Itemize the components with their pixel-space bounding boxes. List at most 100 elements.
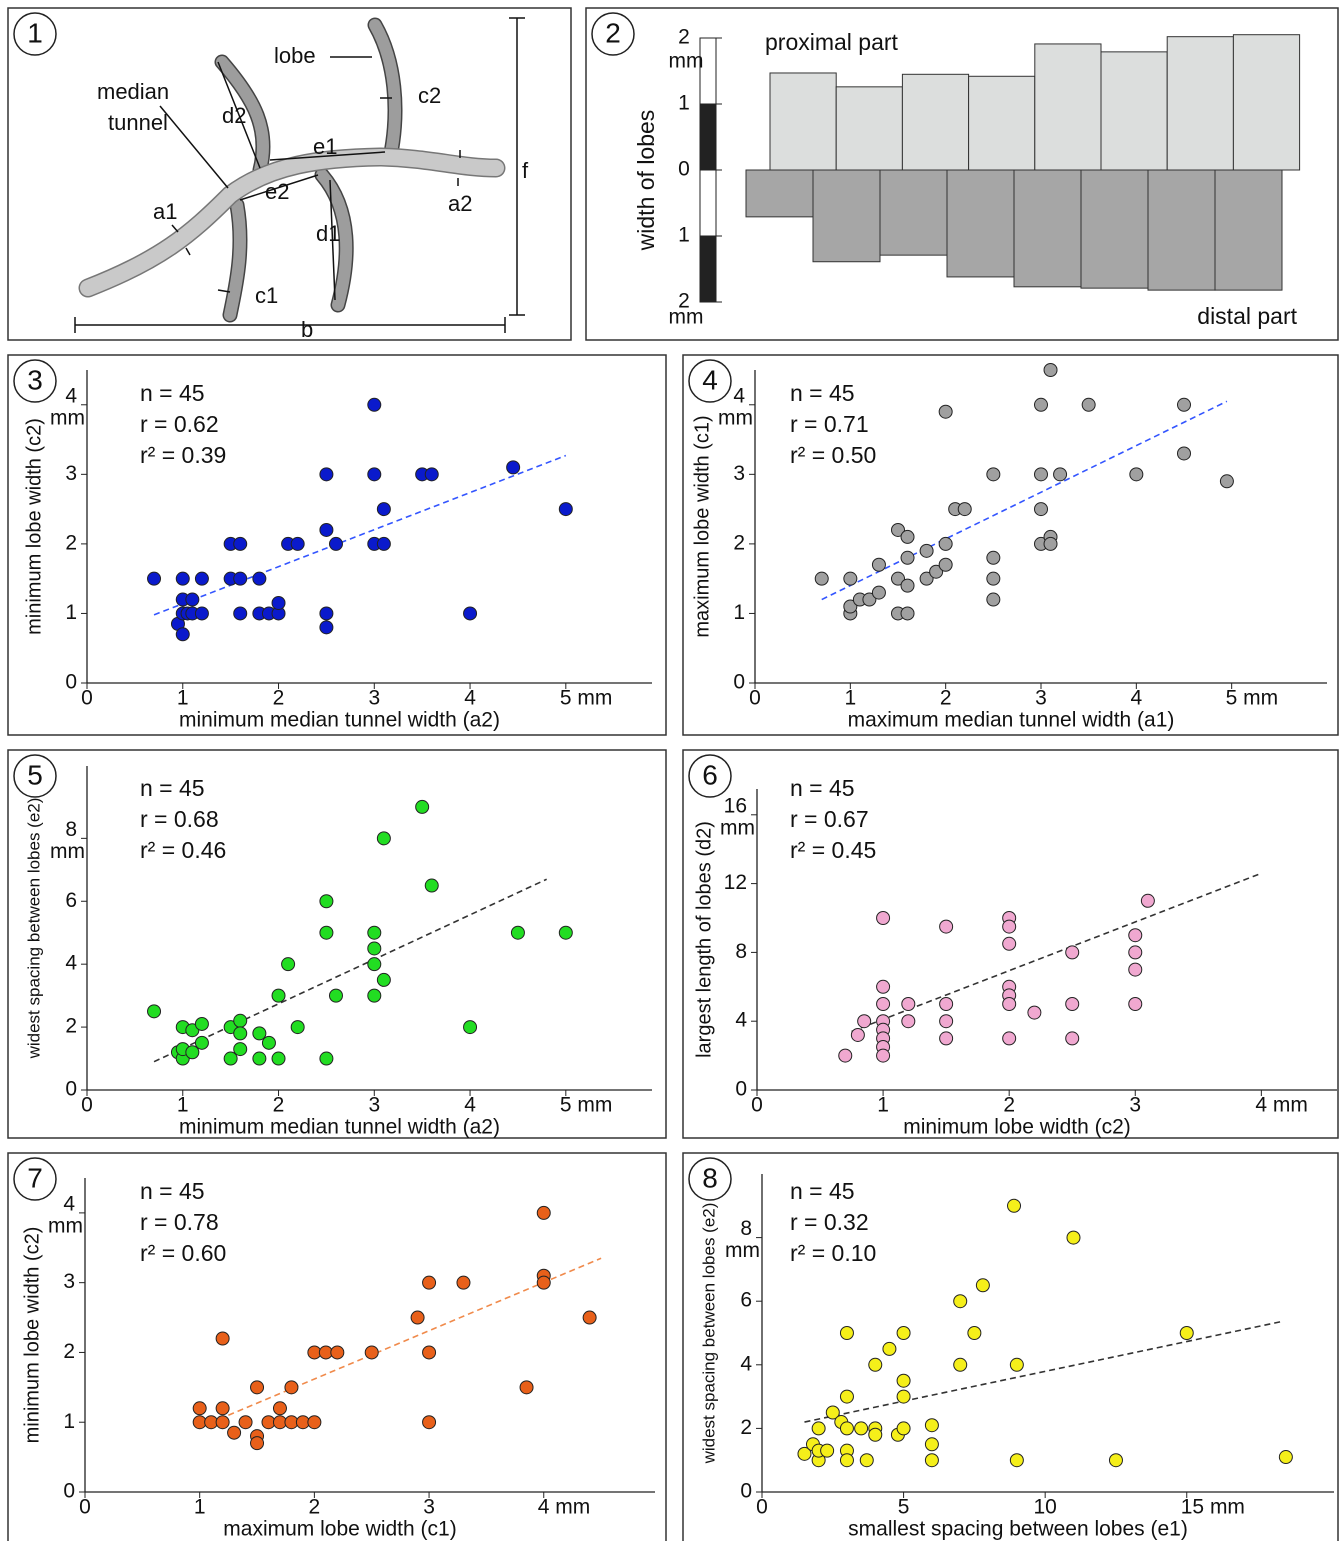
x-tick-label: 3 xyxy=(423,1496,435,1519)
panel-frame xyxy=(585,7,1339,341)
diagram-label: lobe xyxy=(274,43,316,68)
diagram-label: c1 xyxy=(255,283,278,308)
y-tick-label: 0 xyxy=(735,1078,747,1101)
point xyxy=(1053,467,1068,482)
y-unit: mm xyxy=(718,406,753,429)
point xyxy=(919,571,934,586)
y-axis-label: minimum lobe width (c2) xyxy=(21,1227,43,1444)
point xyxy=(797,1446,812,1461)
y-tick-label: 12 xyxy=(724,871,747,894)
bar xyxy=(1034,43,1102,171)
point xyxy=(891,522,905,537)
y-tick-label: 4 xyxy=(733,384,745,407)
panel-frame xyxy=(7,7,572,341)
diagram-label: a2 xyxy=(448,191,472,216)
point xyxy=(175,571,190,586)
diagram-label: d2 xyxy=(222,103,246,128)
point xyxy=(194,1035,209,1050)
point xyxy=(838,1048,853,1063)
point xyxy=(536,1205,551,1220)
y-tick-label: 2 xyxy=(678,290,690,313)
y-axis-label: widest spacing between lobes (e2) xyxy=(699,1203,718,1465)
y-tick-label: 4 xyxy=(65,952,77,975)
y-tick-label: 0 xyxy=(740,1480,752,1503)
y-tick-label: 0 xyxy=(678,158,690,181)
point xyxy=(510,925,525,940)
point xyxy=(194,606,209,621)
y-tick-label: 8 xyxy=(740,1217,752,1240)
point xyxy=(1081,397,1096,412)
point xyxy=(1043,536,1058,551)
stat-text: n = 45 xyxy=(790,380,855,406)
x-tick-label: 2 xyxy=(309,1496,321,1519)
point xyxy=(1128,945,1143,960)
x-tick-label: 0 xyxy=(79,1496,91,1519)
point xyxy=(215,1415,230,1430)
point xyxy=(271,988,286,1003)
point xyxy=(939,1014,954,1029)
x-tick-label: 1 xyxy=(177,687,189,710)
stat-text: n = 45 xyxy=(140,1178,205,1204)
stat-text: r² = 0.45 xyxy=(790,837,876,863)
panel-number-circle xyxy=(13,754,57,798)
point xyxy=(422,1345,437,1360)
point xyxy=(839,1326,854,1340)
panel-number-circle xyxy=(688,1157,732,1201)
point xyxy=(1066,1230,1081,1245)
point xyxy=(367,397,382,412)
point xyxy=(1108,1453,1123,1468)
bar xyxy=(1100,51,1168,171)
x-tick-label: 0 xyxy=(81,687,93,710)
point xyxy=(319,606,334,621)
point xyxy=(422,1275,437,1290)
point xyxy=(227,1425,242,1440)
point xyxy=(252,1051,267,1066)
point xyxy=(192,1401,207,1416)
y-tick-label: 4 xyxy=(63,1192,75,1215)
point xyxy=(1002,997,1017,1011)
point xyxy=(1009,1453,1024,1468)
panel-number: 3 xyxy=(27,364,43,395)
y-tick-label: 3 xyxy=(65,462,77,485)
x-axis-label: minimum median tunnel width (a2) xyxy=(179,1116,500,1139)
stat-text: r = 0.78 xyxy=(140,1209,219,1235)
point xyxy=(250,1436,265,1451)
x-axis-label: maximum lobe width (c1) xyxy=(223,1518,456,1541)
point xyxy=(843,599,858,614)
point xyxy=(185,592,200,607)
legend-label: proximal part xyxy=(765,29,899,55)
point xyxy=(825,1405,840,1420)
point xyxy=(194,1016,209,1031)
point xyxy=(319,620,334,635)
diagram-label: f xyxy=(522,158,529,183)
point xyxy=(929,564,944,579)
bar xyxy=(1214,169,1283,291)
trend-line xyxy=(153,878,547,1063)
y-tick-label: 4 xyxy=(65,384,77,407)
y-tick-label: 3 xyxy=(733,462,745,485)
point xyxy=(519,1380,534,1395)
point xyxy=(415,799,430,814)
point xyxy=(896,1373,911,1388)
point xyxy=(1009,1357,1024,1372)
point xyxy=(582,1310,597,1325)
x-tick-label: 3 xyxy=(1035,687,1047,710)
point xyxy=(924,1437,939,1452)
point xyxy=(900,529,915,544)
bar xyxy=(835,86,903,171)
stat-text: n = 45 xyxy=(140,380,205,406)
bar xyxy=(769,72,837,171)
point xyxy=(1034,502,1048,517)
trend-line xyxy=(821,400,1228,601)
point xyxy=(424,467,439,482)
point xyxy=(185,1045,200,1060)
y-tick-label: 2 xyxy=(678,26,690,49)
x-axis-label: minimum median tunnel width (a2) xyxy=(179,709,500,732)
x-tick-label: 0 xyxy=(81,1094,93,1117)
panel-number: 1 xyxy=(27,17,43,48)
stat-text: n = 45 xyxy=(790,775,855,801)
point xyxy=(233,571,248,586)
y-tick-label: 6 xyxy=(65,889,77,912)
point xyxy=(1043,363,1058,377)
